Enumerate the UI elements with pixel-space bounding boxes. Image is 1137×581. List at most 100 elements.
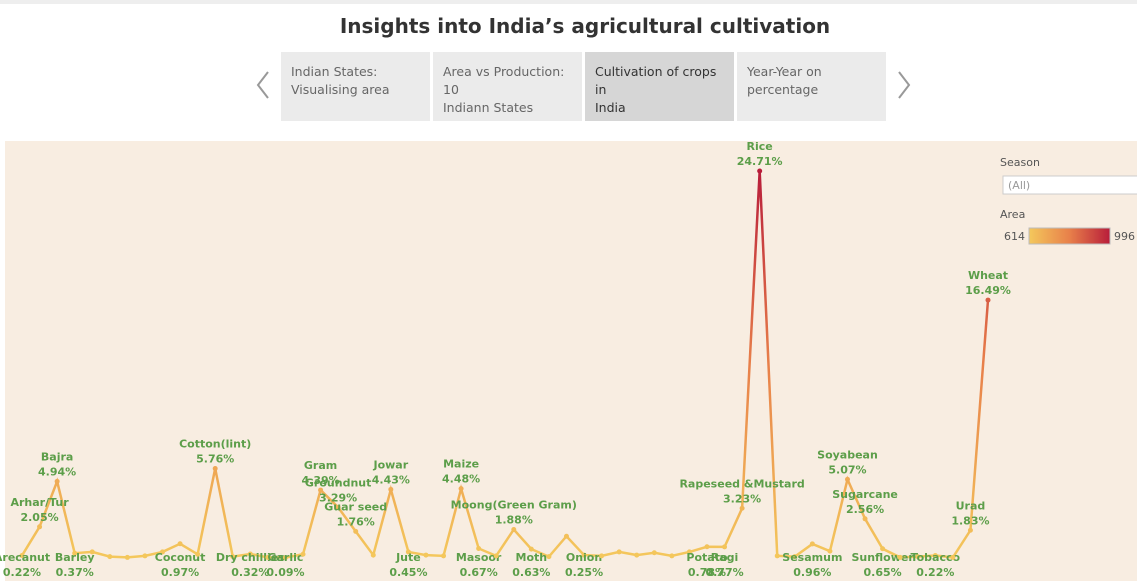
story-tab[interactable]: Indian States: Visualising area (281, 52, 430, 121)
point-label: Bajra (41, 450, 73, 463)
prev-arrow[interactable] (256, 70, 270, 100)
filter-value: (All) (1008, 179, 1030, 192)
point-label: Dry chillies (216, 551, 285, 564)
data-point (774, 553, 780, 559)
value-label: 2.56% (846, 503, 884, 516)
value-label: 24.71% (737, 155, 783, 168)
data-point (177, 541, 183, 547)
value-label: 0.97% (161, 566, 199, 579)
point-label: Gram (304, 459, 337, 472)
point-label: Onion (566, 551, 602, 564)
value-label: 5.76% (196, 453, 234, 466)
value-label: 0.67% (460, 566, 498, 579)
point-label: Sunflower (851, 551, 914, 564)
story-tab[interactable]: Cultivation of crops in India (585, 52, 734, 121)
story-tab[interactable]: Area vs Production: 10 Indiann States (433, 52, 582, 121)
point-label: Urad (956, 499, 986, 512)
data-point (599, 553, 605, 559)
data-point (72, 550, 78, 556)
value-label: 16.49% (965, 284, 1011, 297)
point-label: Cotton(lint) (179, 438, 251, 451)
data-point (809, 541, 815, 547)
point-label: Wheat (968, 269, 1008, 282)
point-label: Sesamum (782, 551, 842, 564)
data-point (300, 551, 306, 557)
data-point (827, 548, 833, 554)
point-label: Groundnut (305, 476, 371, 489)
page-title: Insights into India’s agricultural culti… (339, 14, 831, 38)
data-point (563, 533, 569, 539)
data-point (792, 554, 798, 560)
filter-dropdown[interactable] (1002, 175, 1137, 195)
data-point (493, 553, 499, 559)
top-bar (0, 0, 1137, 4)
data-point (616, 549, 622, 555)
data-point (282, 555, 288, 561)
tab-line: Cultivation of crops in (595, 64, 717, 97)
data-point (844, 476, 850, 482)
value-label: 4.39% (301, 474, 339, 487)
value-label: 4.43% (372, 473, 410, 486)
tab-line: Indiann States (443, 100, 534, 115)
value-label: 0.96% (793, 566, 831, 579)
data-point (124, 554, 130, 560)
data-point (423, 552, 429, 558)
point-label: Barley (55, 551, 95, 564)
point-label: Moth (516, 551, 548, 564)
data-point (195, 551, 201, 557)
point-label: Masoor (456, 551, 502, 564)
data-point (880, 546, 886, 552)
tab-line: Visualising area (291, 82, 390, 97)
value-label: 2.05% (20, 511, 58, 524)
data-point (335, 504, 341, 510)
point-label: Sugarcane (832, 488, 898, 501)
data-point (704, 544, 710, 550)
data-point (669, 553, 675, 559)
value-label: 0.45% (389, 566, 427, 579)
data-point (651, 550, 657, 556)
data-point (247, 551, 253, 557)
story-tab[interactable]: Year-Year on percentage (737, 52, 886, 121)
value-label: 1.88% (495, 513, 533, 526)
next-arrow[interactable] (897, 70, 911, 100)
data-point (370, 552, 376, 558)
value-label: 0.25% (565, 566, 603, 579)
data-point (353, 528, 359, 534)
value-label: 0.22% (3, 566, 41, 579)
data-point (230, 554, 236, 560)
data-point (318, 487, 324, 493)
data-point (511, 526, 517, 532)
data-point (212, 466, 218, 472)
data-point (757, 168, 763, 174)
filter-label: Season (1000, 156, 1040, 169)
data-point (862, 516, 868, 522)
data-point (37, 524, 43, 530)
data-point (739, 505, 745, 511)
value-label: 0.37% (56, 566, 94, 579)
point-label: Garlic (267, 551, 303, 564)
tab-line: percentage (747, 82, 819, 97)
point-label: Coconut (155, 551, 206, 564)
point-label: Jute (395, 551, 421, 564)
data-point (932, 553, 938, 559)
data-point (89, 549, 95, 555)
legend-max: 996 (1114, 230, 1135, 243)
data-point (265, 554, 271, 560)
value-label: 0.63% (512, 566, 550, 579)
value-label: 3.23% (723, 492, 761, 505)
point-label: Arhar/Tur (10, 496, 69, 509)
value-label: 4.48% (442, 473, 480, 486)
data-point (967, 527, 973, 533)
value-label: 3.29% (319, 491, 357, 504)
value-label: 0.09% (266, 566, 304, 579)
data-point (107, 554, 113, 560)
data-point (915, 554, 921, 560)
point-label: Rapeseed &Mustard (679, 477, 804, 490)
data-point (476, 545, 482, 551)
data-point (388, 486, 394, 492)
data-point (160, 549, 166, 555)
tab-line: Area vs Production: 10 (443, 64, 565, 97)
value-label: 0.32% (231, 566, 269, 579)
point-label: Jowar (373, 458, 409, 471)
